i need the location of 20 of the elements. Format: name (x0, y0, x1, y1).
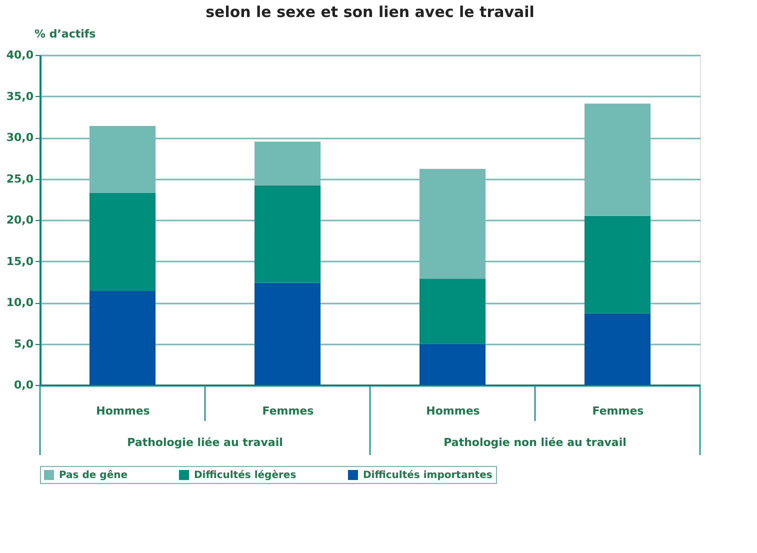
y-axis-title: % d’actifs (34, 28, 96, 40)
x-tick-label: Femmes (592, 404, 644, 418)
y-tick-label: 20,0 (6, 214, 34, 226)
x-tick-label: Hommes (96, 404, 150, 418)
chart-title: selon le sexe et son lien avec le travail (206, 3, 534, 21)
y-tick-label: 10,0 (6, 296, 34, 309)
y-tick-label: 0,0 (14, 378, 34, 392)
y-tick-label: 35,0 (6, 90, 34, 103)
text: Pathologie liée au travail (127, 436, 283, 449)
text: Pathologie non liée au travail (444, 436, 626, 449)
y-tick-label: 5,0 (14, 337, 34, 350)
legend-label: Difficultés importantes (363, 470, 492, 481)
legend-label: Pas de gêne (59, 470, 128, 481)
y-tick-label: 25,0 (6, 172, 34, 186)
y-tick-label: 40,0 (6, 48, 34, 62)
legend-label: Difficultés légères (194, 470, 296, 481)
x-tick-label: Hommes (426, 404, 480, 418)
x-tick-label: Femmes (262, 404, 314, 418)
y-tick-label: 15,0 (6, 254, 34, 268)
y-tick-label: 30,0 (6, 131, 34, 144)
